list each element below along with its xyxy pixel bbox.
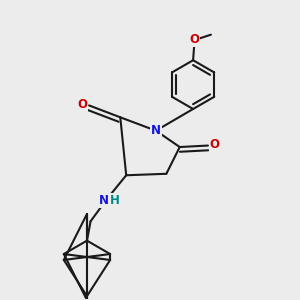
- Text: O: O: [77, 98, 88, 111]
- Text: H: H: [110, 194, 120, 207]
- Text: N: N: [151, 124, 161, 137]
- Text: N: N: [99, 194, 109, 207]
- Text: O: O: [209, 138, 220, 152]
- Text: O: O: [189, 33, 199, 46]
